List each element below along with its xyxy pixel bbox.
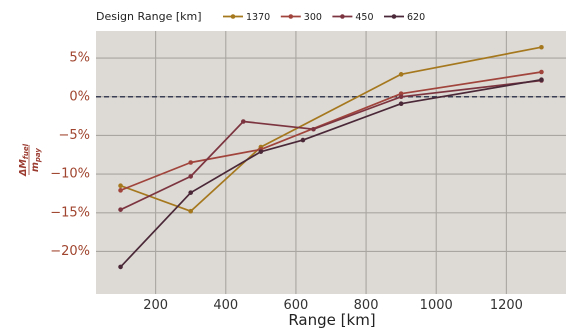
data-point-620	[539, 77, 544, 83]
series-620	[118, 77, 544, 270]
grid	[96, 31, 566, 294]
legend-swatch-marker	[340, 14, 345, 19]
x-tick-label: 600	[284, 298, 309, 313]
y-tick-label: −10%	[50, 167, 90, 182]
legend: Design Range [km] 1370 300 450 620	[96, 10, 425, 23]
series-line-620	[119, 78, 542, 268]
plot-background	[96, 31, 566, 294]
data-point-450	[188, 174, 194, 179]
data-point-620	[188, 190, 194, 195]
series-line-450	[120, 79, 542, 211]
y-tick-label: 5%	[69, 51, 90, 66]
x-axis-label: Range [km]	[288, 311, 375, 329]
data-point-1370	[118, 183, 123, 189]
data-point-450	[118, 207, 123, 212]
y-tick-label: −5%	[58, 128, 90, 143]
legend-swatch-marker	[230, 14, 236, 19]
y-axis-label-numerator-sub: fuel	[22, 143, 30, 159]
legend-swatch-marker	[288, 14, 294, 19]
data-point-620	[118, 264, 123, 270]
x-tick-label: 200	[143, 298, 168, 313]
data-point-450	[311, 126, 316, 132]
x-tick-label: 800	[354, 298, 379, 313]
legend-label: 300	[304, 12, 322, 23]
y-axis-label-denominator: m	[30, 162, 41, 172]
data-point-450	[398, 94, 404, 100]
legend-entry-450: 450	[332, 12, 374, 23]
data-point-1370	[188, 208, 194, 214]
legend-entry-300: 300	[280, 12, 322, 23]
data-point-300	[539, 69, 544, 75]
y-axis-label-denominator-sub: pay	[34, 148, 42, 164]
legend-label: 620	[407, 12, 425, 23]
series-layer	[118, 44, 544, 270]
data-point-450	[241, 119, 246, 124]
y-axis-label-numerator: ΔM	[18, 159, 29, 177]
y-tick-label: −15%	[50, 205, 90, 220]
legend-entry-620: 620	[384, 12, 425, 23]
svg-text:mpay: mpay	[30, 148, 42, 172]
x-tick-label: 1000	[420, 298, 453, 313]
data-point-1370	[539, 44, 544, 50]
y-axis-label: ΔMfuel mpay	[18, 143, 42, 177]
data-point-1370	[398, 72, 404, 77]
data-point-620	[258, 149, 264, 154]
svg-text:ΔMfuel: ΔMfuel	[18, 143, 30, 177]
legend-entry-1370: 1370	[223, 12, 270, 23]
legend-swatch-marker	[391, 14, 397, 19]
data-point-620	[300, 137, 306, 143]
x-tick-label: 1200	[490, 298, 523, 313]
y-tick-labels: 5% 0% −5% −10% −15% −20%	[50, 51, 90, 259]
data-point-300	[188, 160, 194, 165]
data-point-300	[118, 188, 123, 193]
legend-label: 450	[355, 12, 373, 23]
y-tick-label: −20%	[50, 244, 90, 259]
legend-title: Design Range [km]	[96, 10, 202, 23]
x-tick-labels: 200 400 600 800 1000 1200	[143, 298, 523, 313]
data-point-620	[398, 101, 404, 107]
y-tick-label: 0%	[69, 89, 90, 104]
x-tick-label: 400	[213, 298, 238, 313]
legend-label: 1370	[246, 12, 270, 23]
